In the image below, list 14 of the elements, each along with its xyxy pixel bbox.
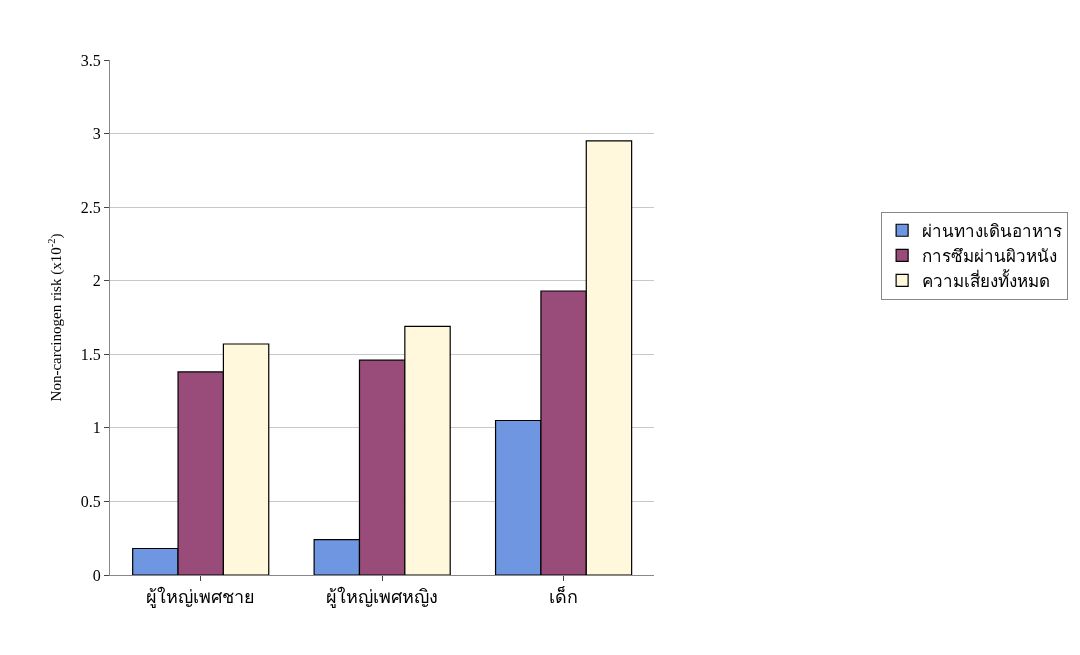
y-tick-label: 1.5 [80, 345, 101, 363]
y-tick-label: 2 [92, 272, 101, 290]
y-tick-label: 3.5 [80, 51, 101, 69]
x-tick-label: ผู้ใหญ่เพศชาย [146, 585, 256, 608]
legend-label: การซึมผ่านผิวหนัง [922, 246, 1058, 266]
x-tick-label: เด็ก [549, 584, 579, 607]
legend-label: ผ่านทางเดินอาหาร [922, 221, 1063, 241]
y-tick-label: 2.5 [80, 198, 101, 216]
y-tick-label: 1 [92, 419, 101, 437]
y-tick-label: 0 [92, 566, 101, 584]
legend-label: ความเสี่ยงทั้งหมด [922, 269, 1051, 292]
y-tick-label: 3 [92, 125, 101, 143]
y-tick-label: 0.5 [80, 493, 101, 511]
x-tick-label: ผู้ใหญ่เพศหญิง [326, 585, 439, 608]
